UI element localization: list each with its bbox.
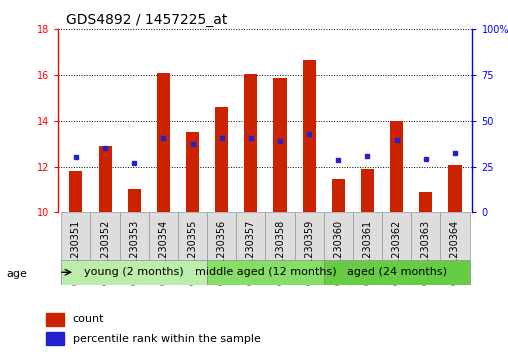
Text: GSM1230353: GSM1230353 [129,219,139,285]
Bar [120,212,149,260]
Text: age: age [7,269,27,279]
Bar [332,179,345,212]
Text: aged (24 months): aged (24 months) [346,267,447,277]
Bar [419,192,432,212]
Bar [236,212,265,260]
Bar [353,212,382,260]
Bar [440,212,469,260]
Bar [178,212,207,260]
Text: GSM1230352: GSM1230352 [100,219,110,285]
Bar [149,212,178,260]
Text: GSM1230361: GSM1230361 [363,219,372,285]
Text: middle aged (12 months): middle aged (12 months) [195,267,336,277]
Text: GSM1230362: GSM1230362 [392,219,402,285]
Bar [61,212,90,260]
Bar [273,78,287,212]
Bar [186,132,199,212]
Bar [324,212,353,260]
Text: GSM1230354: GSM1230354 [158,219,168,285]
Text: GSM1230355: GSM1230355 [187,219,198,285]
Text: GSM1230351: GSM1230351 [71,219,81,285]
Bar [99,146,112,212]
Bar [90,212,120,260]
Bar [361,169,374,212]
Bar [244,74,258,212]
Text: GSM1230363: GSM1230363 [421,219,431,285]
Bar [207,212,236,260]
Bar [411,212,440,260]
Bar [61,260,207,285]
Bar [295,212,324,260]
Text: GSM1230364: GSM1230364 [450,219,460,285]
Text: GSM1230356: GSM1230356 [217,219,227,285]
Bar [324,260,469,285]
Bar [303,60,316,212]
Text: young (2 months): young (2 months) [84,267,184,277]
Bar [46,332,64,345]
Bar [70,171,82,212]
Text: GSM1230357: GSM1230357 [246,219,256,285]
Bar [215,107,228,212]
Text: percentile rank within the sample: percentile rank within the sample [73,334,261,344]
Bar [382,212,411,260]
Bar [46,313,64,326]
Bar [449,166,461,212]
Bar [128,189,141,212]
Text: GSM1230359: GSM1230359 [304,219,314,285]
Text: GSM1230358: GSM1230358 [275,219,285,285]
Text: GSM1230360: GSM1230360 [333,219,343,285]
Bar [207,260,324,285]
Bar [265,212,295,260]
Bar [157,73,170,212]
Bar [390,121,403,212]
Text: GDS4892 / 1457225_at: GDS4892 / 1457225_at [66,13,228,27]
Text: count: count [73,314,104,324]
